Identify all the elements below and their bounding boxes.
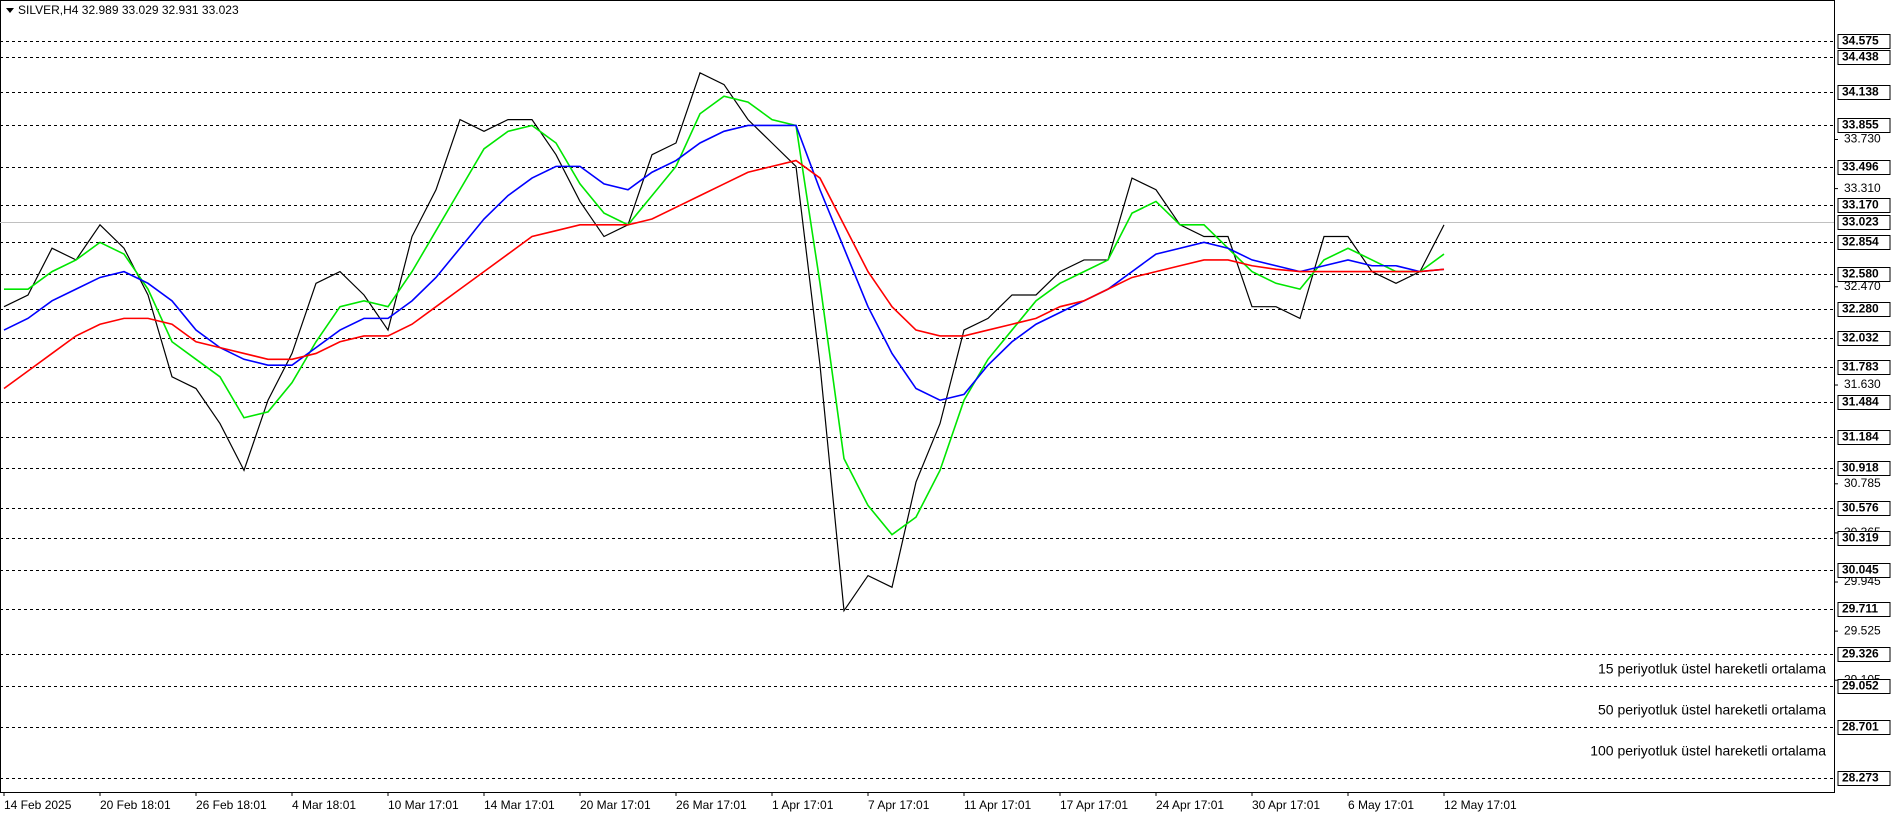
level-label: 31.184 — [1842, 430, 1879, 444]
level-label: 29.052 — [1842, 679, 1879, 693]
level-label-box — [1837, 771, 1891, 786]
menu-triangle — [6, 8, 14, 13]
y-tick-label: 30.785 — [1844, 476, 1881, 490]
level-label-box — [1837, 160, 1891, 175]
x-tick-label: 20 Feb 18:01 — [100, 798, 171, 812]
y-tick-label: 33.730 — [1844, 132, 1881, 146]
x-tick-label: 4 Mar 18:01 — [292, 798, 356, 812]
legend-entry: 15 periyotluk üstel hareketli ortalama — [1598, 661, 1826, 677]
x-tick-label: 24 Apr 17:01 — [1156, 798, 1224, 812]
level-label-box — [1837, 118, 1891, 133]
level-label-box — [1837, 531, 1891, 546]
level-label: 33.170 — [1842, 198, 1879, 212]
level-label: 32.580 — [1842, 267, 1879, 281]
level-label: 30.319 — [1842, 531, 1879, 545]
level-label-box — [1837, 563, 1891, 578]
current-price-label: 33.023 — [1842, 215, 1879, 229]
x-tick-label: 14 Mar 17:01 — [484, 798, 555, 812]
level-label-box — [1837, 647, 1891, 662]
x-tick-label: 17 Apr 17:01 — [1060, 798, 1128, 812]
level-label-box — [1837, 720, 1891, 735]
level-label-box — [1837, 302, 1891, 317]
level-label: 32.280 — [1842, 302, 1879, 316]
level-label-box — [1837, 50, 1891, 65]
x-tick-label: 6 May 17:01 — [1348, 798, 1414, 812]
level-label-box — [1837, 198, 1891, 213]
level-label: 31.484 — [1842, 395, 1879, 409]
level-label: 33.855 — [1842, 118, 1879, 132]
level-label-box — [1837, 461, 1891, 476]
level-label: 32.032 — [1842, 331, 1879, 345]
level-label-box — [1837, 267, 1891, 282]
legend-entry: 50 periyotluk üstel hareketli ortalama — [1598, 702, 1826, 718]
level-label: 28.701 — [1842, 720, 1879, 734]
x-tick-label: 12 May 17:01 — [1444, 798, 1517, 812]
level-label-box — [1837, 430, 1891, 445]
level-label: 33.496 — [1842, 160, 1879, 174]
level-label: 29.711 — [1842, 602, 1878, 616]
x-tick-label: 30 Apr 17:01 — [1252, 798, 1320, 812]
current-price-box — [1837, 215, 1891, 230]
level-label: 34.575 — [1842, 34, 1879, 48]
level-label-box — [1837, 34, 1891, 49]
y-tick-label: 31.630 — [1844, 377, 1881, 391]
x-tick-label: 14 Feb 2025 — [4, 798, 72, 812]
x-tick-label: 26 Feb 18:01 — [196, 798, 267, 812]
price-line — [3, 72, 1445, 613]
level-label-box — [1837, 395, 1891, 410]
level-label-box — [1837, 501, 1891, 516]
level-label: 28.273 — [1842, 771, 1879, 785]
level-label: 29.326 — [1842, 647, 1879, 661]
level-label: 32.854 — [1842, 235, 1879, 249]
x-tick-label: 1 Apr 17:01 — [772, 798, 834, 812]
x-tick-label: 7 Apr 17:01 — [868, 798, 930, 812]
ema-line — [3, 124, 1445, 402]
level-label-box — [1837, 331, 1891, 346]
level-label: 31.783 — [1842, 360, 1879, 374]
level-label: 34.438 — [1842, 50, 1879, 64]
legend-entry: 100 periyotluk üstel hareketli ortalama — [1590, 743, 1826, 759]
level-label: 34.138 — [1842, 85, 1879, 99]
level-label-box — [1837, 679, 1891, 694]
y-tick-label: 33.310 — [1844, 181, 1881, 195]
level-label-box — [1837, 360, 1891, 375]
level-label-box — [1837, 602, 1891, 617]
x-tick-label: 10 Mar 17:01 — [388, 798, 459, 812]
x-tick-label: 20 Mar 17:01 — [580, 798, 651, 812]
level-label-box — [1837, 85, 1891, 100]
x-tick-label: 11 Apr 17:01 — [964, 798, 1031, 812]
y-tick-label: 32.470 — [1844, 279, 1881, 293]
level-label: 30.045 — [1842, 563, 1879, 577]
level-label: 30.576 — [1842, 501, 1879, 515]
level-label: 30.918 — [1842, 461, 1879, 475]
ema-line — [4, 95, 1445, 536]
level-label-box — [1837, 235, 1891, 250]
y-tick-label: 29.525 — [1844, 623, 1881, 637]
chart-title: SILVER,H4 32.989 33.029 32.931 33.023 — [18, 3, 239, 17]
ema-line — [3, 159, 1445, 390]
x-tick-label: 26 Mar 17:01 — [676, 798, 747, 812]
plot-frame — [0, 0, 1835, 793]
